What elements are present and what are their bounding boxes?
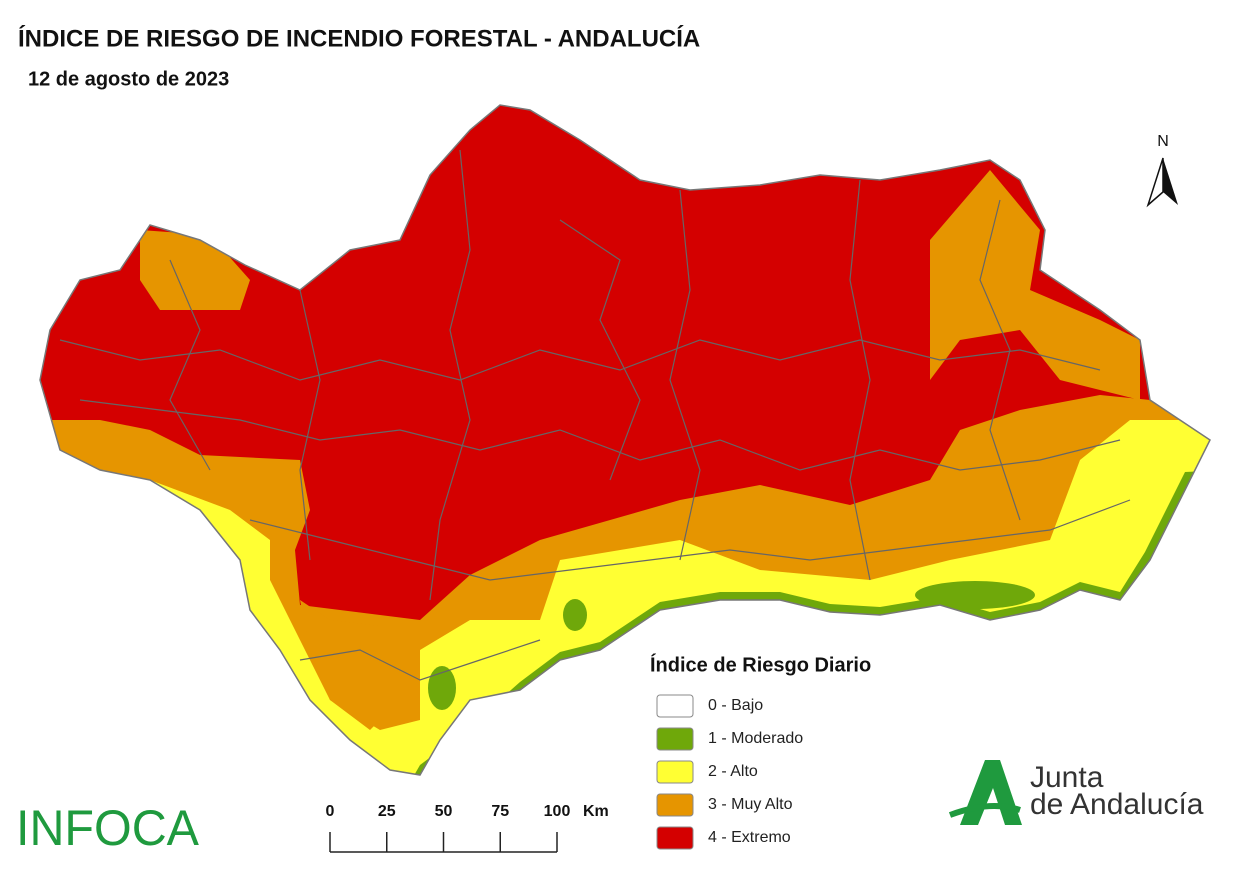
- scale-label: 100: [544, 803, 571, 820]
- junta-logo: Junta de Andalucía: [948, 760, 1204, 825]
- scale-label: 25: [378, 803, 396, 820]
- legend: Índice de Riesgo Diario 0 - Bajo 1 - Mode…: [650, 653, 871, 850]
- north-arrow: N: [1146, 133, 1178, 208]
- zone-very-high-east: [930, 170, 1140, 400]
- legend-label: 2 - Alto: [708, 763, 758, 780]
- zone-moderate: [563, 599, 587, 631]
- legend-title: Índice de Riesgo Diario: [650, 653, 871, 676]
- infoca-logo: INFOCA: [16, 800, 200, 856]
- legend-label: 0 - Bajo: [708, 697, 763, 714]
- boundaries: [59, 149, 1131, 681]
- zone-moderate: [915, 581, 1035, 609]
- scale-label: 75: [491, 803, 509, 820]
- map-title: ÍNDICE DE RIESGO DE INCENDIO FORESTAL - …: [18, 24, 700, 52]
- junta-logo-mark: [960, 760, 1022, 825]
- legend-swatch: [656, 793, 694, 817]
- region-outline: [39, 104, 1211, 776]
- junta-logo-line1: Junta: [1030, 761, 1104, 794]
- legend-label: 1 - Moderado: [708, 730, 803, 747]
- zone-moderate: [428, 666, 456, 710]
- junta-logo-swoosh: [948, 803, 1021, 818]
- north-label: N: [1157, 133, 1169, 150]
- legend-swatch: [656, 760, 694, 784]
- zone-very-high-northwest: [140, 230, 250, 310]
- map-date: 12 de agosto de 2023: [28, 68, 229, 90]
- legend-swatch: [656, 694, 694, 718]
- scale-unit: Km: [583, 803, 609, 820]
- north-arrow-right: [1163, 158, 1178, 205]
- scale-label: 50: [435, 803, 453, 820]
- north-arrow-left: [1146, 157, 1164, 208]
- legend-label: 3 - Muy Alto: [708, 796, 793, 813]
- junta-logo-line2: de Andalucía: [1030, 788, 1204, 821]
- risk-map: [40, 105, 1210, 775]
- legend-swatch: [656, 727, 694, 751]
- scale-bar: 0 25 50 75 100 Km: [326, 803, 609, 853]
- legend-label: 4 - Extremo: [708, 829, 791, 846]
- scale-label: 0: [326, 803, 335, 820]
- legend-swatch: [656, 826, 694, 850]
- zone-very-high-southwest: [300, 600, 410, 730]
